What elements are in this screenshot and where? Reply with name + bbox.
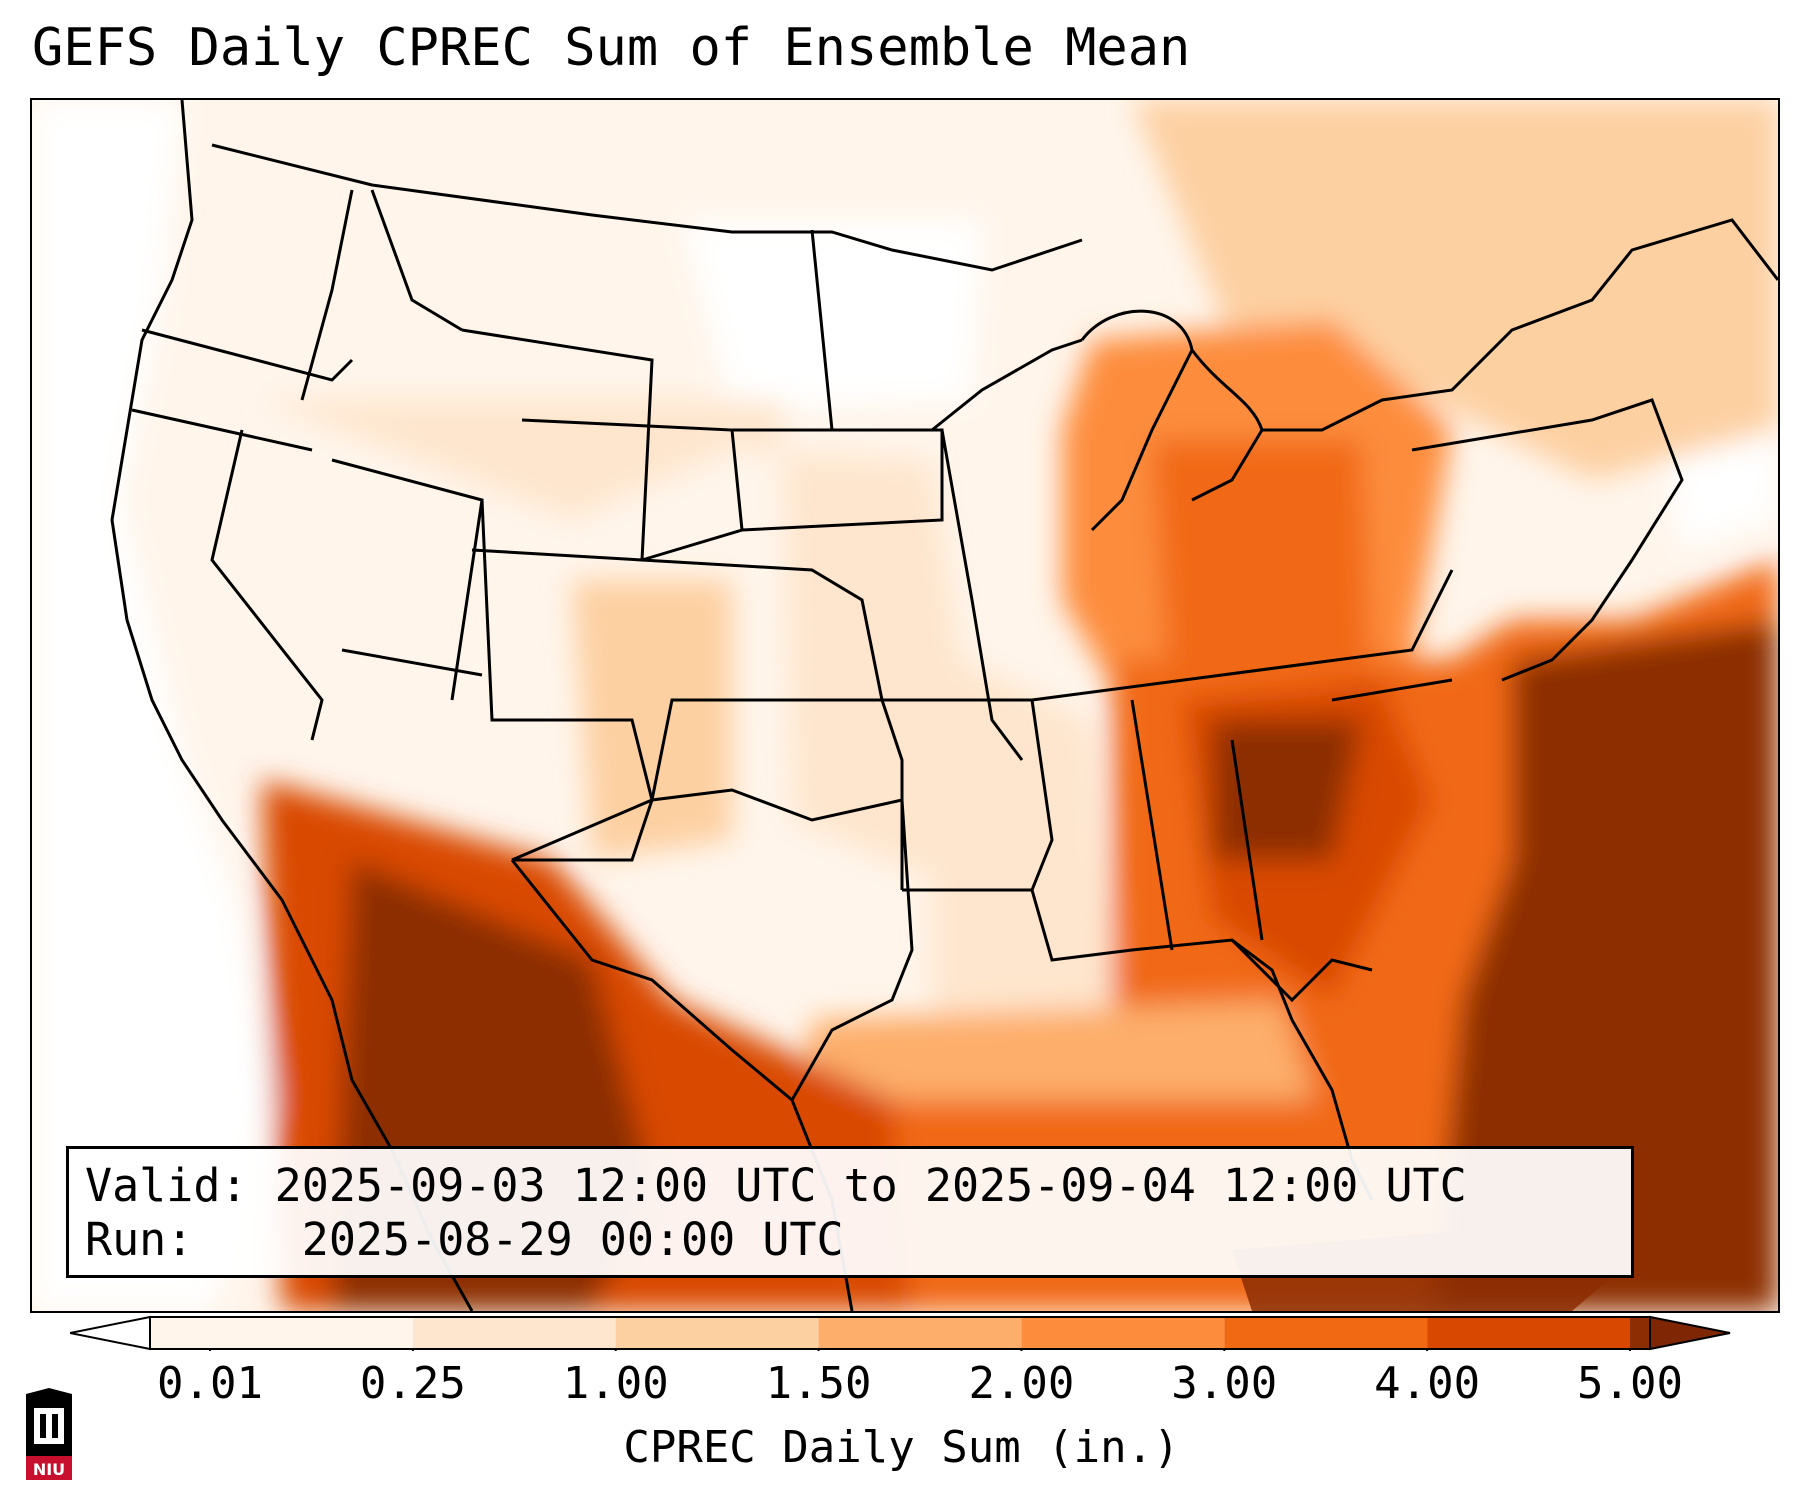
map-title: GEFS Daily CPREC Sum of Ensemble Mean bbox=[32, 18, 1191, 78]
colorbar-tick-label: 3.00 bbox=[1171, 1358, 1278, 1409]
colorbar-tick-label: 0.01 bbox=[157, 1358, 263, 1409]
colorbar-tick-label: 2.00 bbox=[968, 1358, 1075, 1409]
run-label: Run: bbox=[85, 1213, 194, 1266]
colorbar-tick-label: 1.50 bbox=[765, 1358, 872, 1409]
state-boundaries bbox=[110, 100, 1778, 1311]
colorbar-over-triangle bbox=[1649, 1315, 1731, 1351]
colorbar bbox=[70, 1315, 1731, 1351]
precipitation-map bbox=[30, 98, 1780, 1313]
colorbar-tick-label: 0.25 bbox=[359, 1358, 466, 1409]
colorbar-segments bbox=[149, 1316, 1651, 1350]
colorbar-under-triangle bbox=[70, 1315, 151, 1351]
logo-text: NIU bbox=[33, 1460, 65, 1479]
colorbar-segment bbox=[150, 1317, 413, 1349]
colorbar-label: CPREC Daily Sum (in.) bbox=[623, 1422, 1180, 1473]
colorbar-segment bbox=[818, 1317, 1022, 1349]
valid-run-info-box: Valid: 2025-09-03 12:00 UTC to 2025-09-0… bbox=[66, 1146, 1634, 1278]
valid-label: Valid: bbox=[85, 1159, 248, 1212]
colorbar-ticks bbox=[209, 1349, 1631, 1351]
run-value: 2025-08-29 00:00 UTC bbox=[301, 1213, 844, 1266]
colorbar-segment bbox=[1021, 1317, 1225, 1349]
colorbar-tick-label: 1.00 bbox=[562, 1358, 669, 1409]
colorbar-segment bbox=[1224, 1317, 1428, 1349]
colorbar-segment bbox=[412, 1317, 616, 1349]
valid-value: 2025-09-03 12:00 UTC to 2025-09-04 12:00… bbox=[274, 1159, 1467, 1212]
colorbar-segment bbox=[615, 1317, 819, 1349]
colorbar-segment bbox=[1630, 1317, 1650, 1349]
colorbar-segment bbox=[1427, 1317, 1630, 1349]
niu-logo: NIU bbox=[26, 1388, 72, 1480]
colorbar-tick-label: 4.00 bbox=[1374, 1358, 1481, 1409]
colorbar-tick-label: 5.00 bbox=[1577, 1358, 1683, 1409]
